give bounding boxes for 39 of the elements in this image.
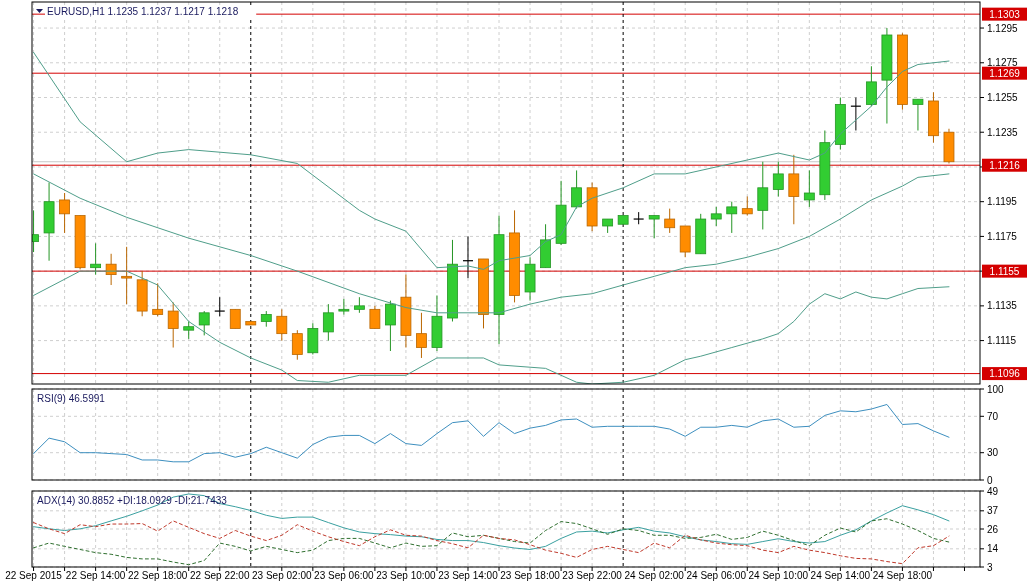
ref-line-label: 1.1155 <box>989 265 1020 277</box>
chart-title: EURUSD,H1 1.1235 1.1237 1.1217 1.1218 <box>47 6 239 17</box>
x-tick-label: 22 Sep 18:00 <box>127 570 188 581</box>
ref-line-label: 1.1303 <box>989 8 1021 20</box>
y-tick-label: 1.1275 <box>987 57 1019 69</box>
x-tick-label: 24 Sep 18:00 <box>872 570 933 581</box>
y-tick-label: 1.1295 <box>987 22 1019 34</box>
y-tick-label: 1.1175 <box>987 230 1018 242</box>
x-tick-label: 24 Sep 02:00 <box>624 570 685 581</box>
ref-line-label: 1.1216 <box>989 159 1021 171</box>
x-tick-label: 22 Sep 2015 <box>5 570 63 581</box>
chart-title: RSI(9) 46.5991 <box>37 393 106 404</box>
y-tick-label: 1.1115 <box>987 335 1017 347</box>
x-tick-label: 24 Sep 06:00 <box>686 570 747 581</box>
x-tick-label: 22 Sep 22:00 <box>189 570 250 581</box>
y-tick-label: 100 <box>987 383 1005 395</box>
x-tick-label: 23 Sep 18:00 <box>500 570 561 581</box>
y-tick-label: 1.1195 <box>987 196 1018 208</box>
y-tick-label: 3 <box>987 561 993 573</box>
x-tick-label: 23 Sep 06:00 <box>314 570 375 581</box>
y-tick-label: 0 <box>987 474 993 486</box>
x-tick-label: 24 Sep 14:00 <box>810 570 871 581</box>
y-tick-label: 1.1135 <box>987 300 1018 312</box>
y-tick-label: 26 <box>987 523 999 535</box>
y-tick-label: 14 <box>987 543 999 555</box>
ref-line-label: 1.1096 <box>989 368 1021 380</box>
x-tick-label: 24 Sep 10:00 <box>748 570 809 581</box>
y-tick-label: 30 <box>987 447 999 459</box>
x-tick-label: 22 Sep 14:00 <box>65 570 126 581</box>
y-tick-label: 37 <box>987 505 999 517</box>
y-tick-label: 1.1255 <box>987 92 1019 103</box>
x-tick-label: 23 Sep 22:00 <box>562 570 623 581</box>
x-tick-label: 23 Sep 14:00 <box>438 570 499 581</box>
y-tick-label: 1.1235 <box>987 126 1019 138</box>
ref-line-label: 1.1269 <box>989 67 1021 79</box>
x-tick-label: 23 Sep 02:00 <box>252 570 312 581</box>
y-tick-label: 70 <box>987 410 999 422</box>
x-tick-label: 23 Sep 10:00 <box>376 570 437 581</box>
y-tick-label: 49 <box>987 485 999 497</box>
